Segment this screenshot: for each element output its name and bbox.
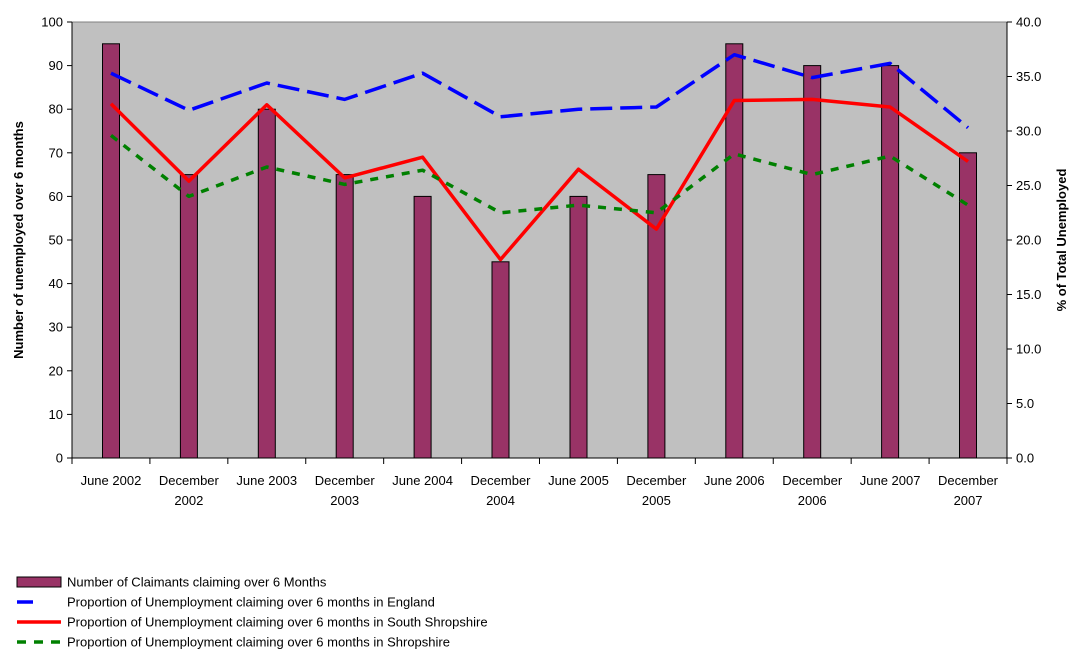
x-tick-label: December 2006 [782,473,843,508]
legend-label: Proportion of Unemployment claiming over… [67,615,488,630]
left-tick-label: 0 [56,451,63,466]
x-tick-label-line: June 2002 [81,473,142,488]
x-tick-label-line: 2002 [174,493,203,508]
x-tick-label: June 2004 [392,473,453,488]
x-tick-label-line: December [626,473,687,488]
x-tick-label: June 2007 [860,473,921,488]
right-tick-label: 5.0 [1016,396,1034,411]
bar [803,65,822,459]
series-line [110,52,970,130]
left-tick-label: 90 [49,58,63,73]
x-tick-label: December 2005 [626,473,687,508]
x-tick-label-line: December [938,473,999,488]
x-tick-label: December 2002 [159,473,220,508]
x-axis-ticks: June 2002 December 2002 June 2003 December 20… [71,458,1008,508]
x-tick-label-line: December [471,473,532,488]
x-tick-label-line: June 2005 [548,473,609,488]
bar-series [102,43,977,459]
legend-label: Proportion of Unemployment claiming over… [67,595,435,610]
bar [413,195,432,459]
x-tick-label-line: December [782,473,843,488]
left-tick-label: 60 [49,189,63,204]
right-axis-ticks: 0.0 5.0 10.0 15.0 20.0 25.0 30.0 35.0 40.0 [1007,15,1041,466]
bar [881,65,900,459]
legend-label: Number of Claimants claiming over 6 Mont… [67,575,327,590]
x-tick-label: December 2003 [315,473,376,508]
left-tick-label: 70 [49,145,63,160]
right-tick-label: 0.0 [1016,451,1034,466]
x-tick-label: June 2003 [236,473,297,488]
right-tick-label: 30.0 [1016,124,1041,139]
series-line [109,134,969,215]
plot-area [71,21,1008,459]
left-tick-label: 20 [49,363,63,378]
x-tick-label-line: June 2004 [392,473,453,488]
right-tick-label: 40.0 [1016,15,1041,30]
x-tick-label-line: 2004 [486,493,515,508]
x-tick-label: June 2005 [548,473,609,488]
x-tick-label-line: 2005 [642,493,671,508]
x-tick-label-line: December [315,473,376,488]
bar [725,43,744,459]
x-tick-label-line: 2003 [330,493,359,508]
left-axis-ticks: 0 10 20 30 40 50 60 70 80 90 100 [41,15,72,466]
x-tick-label: June 2006 [704,473,765,488]
left-tick-label: 30 [49,320,63,335]
x-tick-label-line: June 2003 [236,473,297,488]
left-tick-label: 50 [49,233,63,248]
left-tick-label: 100 [41,15,63,30]
x-tick-label-line: 2006 [798,493,827,508]
right-tick-label: 35.0 [1016,69,1041,84]
legend-swatch [16,576,62,588]
bar [569,195,588,459]
x-tick-label-line: June 2007 [860,473,921,488]
left-tick-label: 10 [49,407,63,422]
x-tick-label-line: June 2006 [704,473,765,488]
series-line [109,97,970,262]
legend-label: Proportion of Unemployment claiming over… [67,635,450,650]
bar [335,174,354,459]
right-tick-label: 20.0 [1016,233,1041,248]
right-tick-label: 10.0 [1016,342,1041,357]
bar [257,108,276,459]
line-series [109,52,970,262]
right-tick-label: 25.0 [1016,178,1041,193]
left-tick-label: 40 [49,276,63,291]
left-axis-title: Number of unemployed over 6 months [11,121,26,359]
x-tick-label: December 2004 [471,473,532,508]
x-tick-label: December 2007 [938,473,999,508]
legend: Number of Claimants claiming over 6 Mont… [16,575,488,650]
left-tick-label: 80 [49,102,63,117]
x-tick-label-line: December [159,473,220,488]
bar [959,152,977,459]
bar [491,261,510,459]
right-axis-title: % of Total Unemployed [1054,169,1069,312]
x-tick-label-line: 2007 [954,493,983,508]
x-tick-label: June 2002 [81,473,142,488]
right-tick-label: 15.0 [1016,287,1041,302]
bar [179,174,198,459]
